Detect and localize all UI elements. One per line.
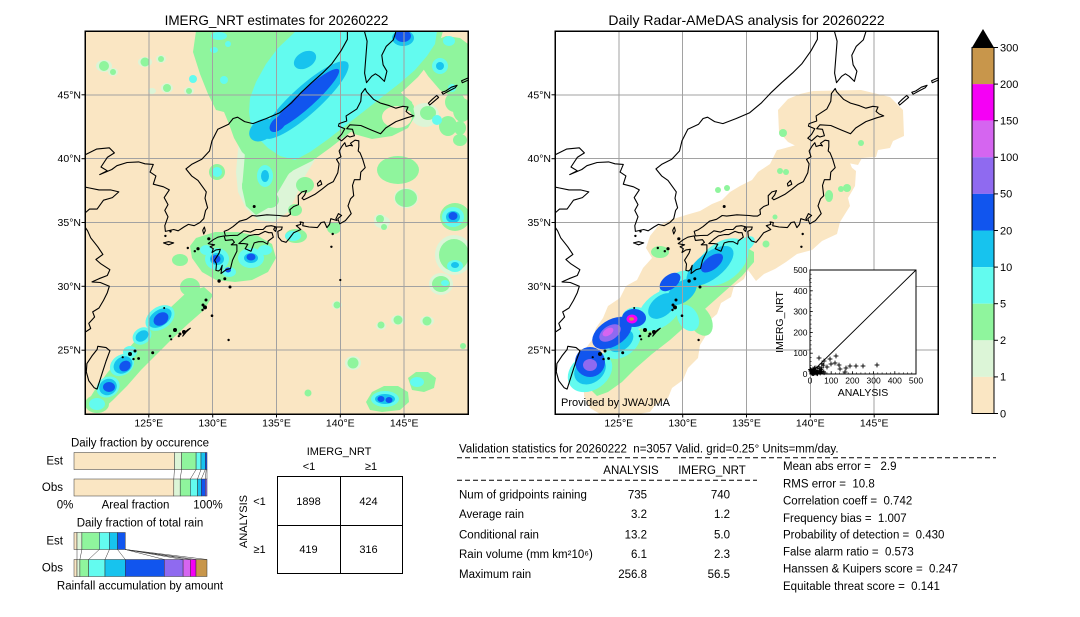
svg-text:140°E: 140°E xyxy=(796,418,825,430)
svg-text:ANALYSIS: ANALYSIS xyxy=(838,387,889,399)
svg-text:100: 100 xyxy=(824,376,838,386)
svg-text:20: 20 xyxy=(1000,225,1012,237)
svg-text:Provided by JWA/JMA: Provided by JWA/JMA xyxy=(561,397,671,409)
svg-text:IMERG_NRT estimates for 202602: IMERG_NRT estimates for 20260222 xyxy=(165,13,389,28)
svg-text:300: 300 xyxy=(793,307,807,317)
svg-text:<1: <1 xyxy=(303,461,316,473)
svg-text:5: 5 xyxy=(1000,299,1006,311)
svg-text:40°N: 40°N xyxy=(58,153,81,165)
svg-text:Rain volume (mm km²10⁶): Rain volume (mm km²10⁶) xyxy=(459,549,593,561)
svg-text:300: 300 xyxy=(1000,42,1018,54)
svg-text:≥1: ≥1 xyxy=(253,544,265,556)
svg-text:25°N: 25°N xyxy=(58,345,81,357)
svg-text:Mean abs error = 2.9: Mean abs error = 2.9 xyxy=(783,461,896,473)
svg-text:125°E: 125°E xyxy=(604,418,633,430)
svg-text:Daily fraction of total rain: Daily fraction of total rain xyxy=(77,518,204,530)
svg-text:3.2: 3.2 xyxy=(631,509,647,521)
svg-text:740: 740 xyxy=(711,490,730,502)
svg-text:Maximum rain: Maximum rain xyxy=(459,569,531,581)
svg-text:10: 10 xyxy=(1000,262,1012,274)
svg-text:Obs: Obs xyxy=(42,563,63,575)
svg-text:30°N: 30°N xyxy=(528,281,551,293)
svg-text:300: 300 xyxy=(867,376,881,386)
svg-text:1898: 1898 xyxy=(296,496,320,508)
svg-text:ANALYSIS: ANALYSIS xyxy=(238,495,250,548)
svg-text:735: 735 xyxy=(628,490,647,502)
svg-text:145°E: 145°E xyxy=(860,418,889,430)
svg-text:Areal fraction: Areal fraction xyxy=(102,500,170,512)
svg-text:1: 1 xyxy=(1000,372,1006,384)
svg-text:Average rain: Average rain xyxy=(459,509,524,521)
svg-text:Probability of detection = 0.: Probability of detection = 0.430 xyxy=(783,529,944,541)
svg-text:135°E: 135°E xyxy=(732,418,761,430)
svg-text:100%: 100% xyxy=(193,500,222,512)
svg-text:2: 2 xyxy=(1000,335,1006,347)
svg-text:1.2: 1.2 xyxy=(714,509,730,521)
svg-text:0: 0 xyxy=(808,376,813,386)
svg-text:IMERG_NRT: IMERG_NRT xyxy=(307,446,372,458)
svg-text:200: 200 xyxy=(845,376,859,386)
svg-text:IMERG_NRT: IMERG_NRT xyxy=(774,291,786,353)
svg-text:False alarm ratio = 0.573: False alarm ratio = 0.573 xyxy=(783,547,914,559)
svg-text:≥1: ≥1 xyxy=(365,461,377,473)
svg-text:Equitable threat score = 0.14: Equitable threat score = 0.141 xyxy=(783,581,940,593)
svg-text:419: 419 xyxy=(299,544,317,556)
svg-text:45°N: 45°N xyxy=(58,89,81,101)
svg-text:RMS error = 10.8: RMS error = 10.8 xyxy=(783,478,875,490)
svg-text:0%: 0% xyxy=(57,500,74,512)
svg-text:200: 200 xyxy=(793,327,807,337)
svg-text:316: 316 xyxy=(359,544,377,556)
svg-text:256.8: 256.8 xyxy=(618,569,647,581)
svg-text:500: 500 xyxy=(909,376,923,386)
svg-text:13.2: 13.2 xyxy=(625,529,647,541)
svg-text:130°E: 130°E xyxy=(668,418,697,430)
svg-text:424: 424 xyxy=(359,496,377,508)
svg-text:2.3: 2.3 xyxy=(714,549,730,561)
svg-text:50: 50 xyxy=(1000,189,1012,201)
svg-text:5.0: 5.0 xyxy=(714,529,730,541)
svg-text:140°E: 140°E xyxy=(326,418,355,430)
svg-text:IMERG_NRT: IMERG_NRT xyxy=(678,465,746,477)
svg-text:Daily fraction by occurence: Daily fraction by occurence xyxy=(71,438,209,450)
svg-text:130°E: 130°E xyxy=(198,418,227,430)
svg-text:Rainfall accumulation by amoun: Rainfall accumulation by amount xyxy=(57,581,224,593)
svg-text:<1: <1 xyxy=(253,496,266,508)
svg-text:ANALYSIS: ANALYSIS xyxy=(603,465,659,477)
svg-text:135°E: 135°E xyxy=(262,418,291,430)
svg-text:Hanssen & Kuipers score = 0.2: Hanssen & Kuipers score = 0.247 xyxy=(783,564,958,576)
svg-text:40°N: 40°N xyxy=(528,153,551,165)
svg-text:150: 150 xyxy=(1000,116,1018,128)
svg-text:Num of gridpoints raining: Num of gridpoints raining xyxy=(459,490,587,502)
svg-text:0: 0 xyxy=(803,369,808,379)
svg-text:35°N: 35°N xyxy=(58,217,81,229)
svg-text:30°N: 30°N xyxy=(58,281,81,293)
svg-text:145°E: 145°E xyxy=(390,418,419,430)
svg-text:45°N: 45°N xyxy=(528,89,551,101)
svg-text:Daily Radar-AMeDAS analysis fo: Daily Radar-AMeDAS analysis for 20260222 xyxy=(608,12,884,28)
svg-text:100: 100 xyxy=(793,348,807,358)
svg-text:500: 500 xyxy=(793,265,807,275)
svg-text:400: 400 xyxy=(793,286,807,296)
svg-text:Validation statistics for 2026: Validation statistics for 20260222 n=305… xyxy=(459,444,839,456)
svg-text:Frequency bias = 1.007: Frequency bias = 1.007 xyxy=(783,513,907,525)
svg-text:Est: Est xyxy=(46,536,63,548)
svg-text:100: 100 xyxy=(1000,152,1018,164)
svg-text:Correlation coeff = 0.742: Correlation coeff = 0.742 xyxy=(783,496,912,508)
svg-text:Conditional rain: Conditional rain xyxy=(459,529,539,541)
svg-text:400: 400 xyxy=(888,376,902,386)
svg-text:200: 200 xyxy=(1000,79,1018,91)
svg-text:0: 0 xyxy=(1000,408,1006,420)
svg-text:6.1: 6.1 xyxy=(631,549,647,561)
svg-text:56.5: 56.5 xyxy=(708,569,730,581)
svg-text:Obs: Obs xyxy=(42,482,63,494)
svg-text:25°N: 25°N xyxy=(528,345,551,357)
svg-text:Est: Est xyxy=(46,456,63,468)
svg-text:35°N: 35°N xyxy=(528,217,551,229)
svg-text:125°E: 125°E xyxy=(134,418,163,430)
